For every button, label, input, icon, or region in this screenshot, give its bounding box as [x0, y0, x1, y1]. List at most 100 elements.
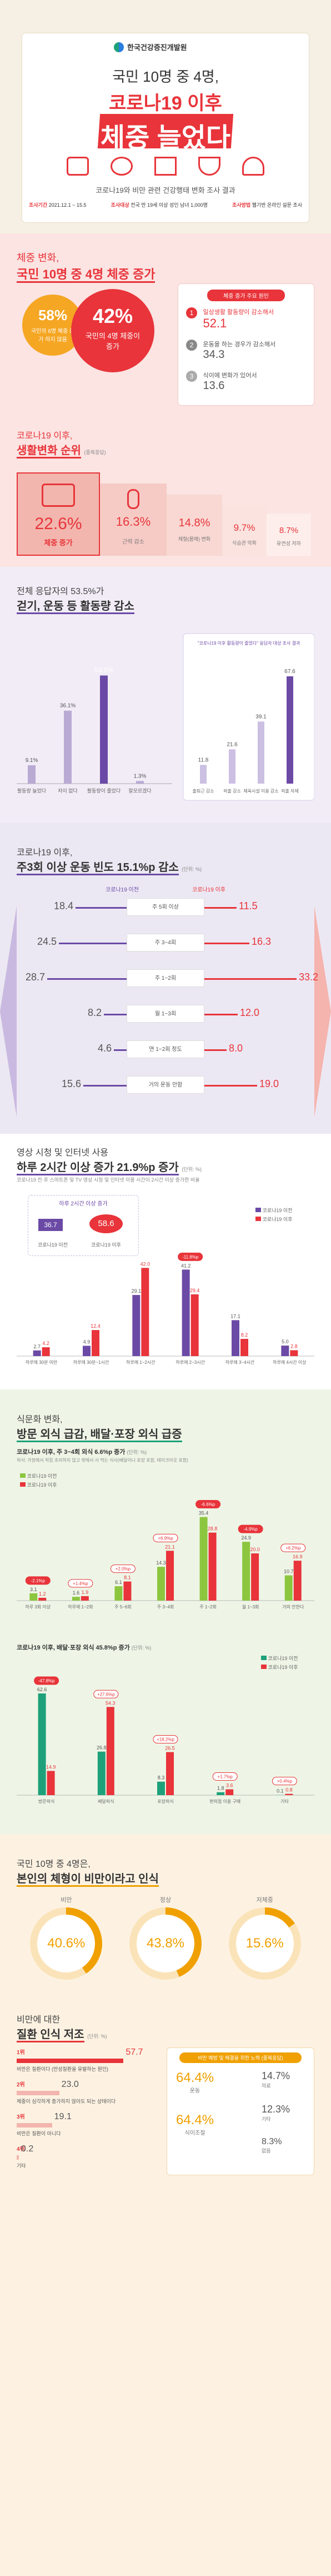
act-sub-val-1: 21.6	[227, 741, 238, 748]
activity-chart: 9.1% 활동량 늘었다 36.1% 차이 없다 53.5% 활동량이 줄었다 1.3% 잘모…	[17, 617, 314, 817]
row-before-bar	[47, 978, 127, 980]
row-before-bar	[114, 1049, 127, 1051]
rank-3-label: 체형(몸매) 변화	[167, 535, 222, 542]
st-val-before-5: 5.0	[282, 1339, 289, 1344]
perception-obese-label: 비만	[30, 1895, 102, 1904]
rank-5: 8.7% 유연성 저하	[267, 514, 311, 556]
rank-1-val: 22.6%	[18, 515, 99, 534]
s8-big-heading: 질환 인식 저조 (단위: %)	[17, 2025, 107, 2041]
reason-1-rank: 1	[186, 307, 197, 318]
row-before-bar	[104, 1014, 127, 1015]
aw-val: 23.0	[62, 2080, 79, 2090]
st-val-after-2: 42.0	[141, 1261, 151, 1267]
effort-box: 비만 예방 및 해결을 위한 노력 (중복응답) 64.4% 운동 14.7% 의료…	[167, 2047, 314, 2175]
perception-normal-val: 43.8%	[147, 1936, 184, 1951]
food-icon	[198, 157, 220, 176]
row-before-bar	[83, 1085, 127, 1087]
perception-normal-ring: 43.8%	[129, 1907, 202, 1980]
act-sub-label-1: 외출 감소	[223, 788, 241, 794]
reason-title: 체중 증가 주요 원인	[207, 290, 285, 301]
st-label-0: 하루에 30분 미만	[26, 1359, 58, 1365]
row-after-bar	[204, 943, 249, 944]
et-val-after-3: 3.6	[226, 1782, 233, 1788]
ef-bar-after-1	[81, 1596, 89, 1601]
et-label-4: 기타	[280, 1799, 289, 1804]
effort-5: 8.3% 없음	[262, 2137, 282, 2154]
row-after-bar	[204, 907, 237, 909]
s3-small-heading: 전체 응답자의 53.5%가	[17, 584, 104, 597]
row-label: 연 1~2회 정도	[127, 1040, 204, 1058]
st-bar-before-1	[83, 1346, 91, 1356]
ef-diff-5: -4.9%p	[243, 1527, 258, 1532]
et-diff-1: +27.6%p	[97, 1692, 115, 1697]
aw-rank: 2위	[17, 2080, 25, 2088]
aw-val: 19.1	[54, 2112, 72, 2122]
ef-diff-6: +6.2%p	[285, 1546, 301, 1551]
act-val-2: 53.5%	[94, 666, 113, 674]
ef-bar-after-4	[209, 1533, 217, 1601]
reason-1: 1 일상생활 활동량이 감소해서 52.1	[186, 307, 307, 331]
row-after-val: 8.0	[229, 1043, 262, 1054]
aw-val: 0.2	[21, 2144, 33, 2154]
ef-val-after-6: 16.9	[293, 1554, 303, 1559]
disease-awareness-section: 비만에 대한 질환 인식 저조 (단위: %) 1위 57.7 비만은 질환이다 (…	[0, 2001, 331, 2576]
exercise-row: 24.5 주 3~4회 16.3	[22, 931, 309, 959]
reason-2-val: 34.3	[203, 348, 275, 361]
body-perception-section: 국민 10명 중 4명은, 본인의 체형이 비만이라고 인식 비만 40.6% …	[0, 1834, 331, 2001]
perception-items: 비만 40.6% 정상 43.8% 저체중 15.6%	[17, 1895, 314, 1980]
ef-label-4: 주 1~2회	[199, 1605, 217, 1610]
row-after-bar	[204, 978, 297, 980]
et-bar-before-0	[38, 1693, 46, 1795]
perception-under: 저체중 15.6%	[229, 1895, 301, 1980]
et-label-3: 편의점 이용 구매	[209, 1798, 240, 1804]
aw-val: 57.7	[126, 2047, 143, 2057]
st-label-2: 하루에 1~2시간	[126, 1359, 156, 1365]
ef-bar-before-1	[72, 1597, 80, 1601]
ef-val-before-2: 6.1	[115, 1580, 122, 1585]
row-after-val: 12.0	[240, 1007, 273, 1019]
tv-icon	[154, 157, 177, 176]
s1-big-heading: 국민 10명 중 4명 체중 증가	[17, 265, 155, 282]
s5-big-heading: 하루 2시간 이상 증가 21.9%p 증가 (단위: %)	[17, 1158, 202, 1174]
st-bar-after-3	[191, 1294, 199, 1356]
et-val-before-3: 1.8	[217, 1786, 224, 1791]
s7-big-heading: 본인의 체형이 비만이라고 인식	[17, 1870, 159, 1886]
exercise-row: 8.2 월 1~3회 12.0	[22, 1003, 309, 1030]
ef-val-after-0: 1.2	[39, 1591, 46, 1597]
screen-time-chart: 2.74.2 하루에 30분 미만 4.9 12.4 하루에 30분~1시간 29.1 42…	[17, 1217, 314, 1384]
ef-val-before-6: 10.7	[284, 1569, 294, 1575]
ef-diff-1: +1.4%p	[73, 1581, 88, 1586]
et-val-before-4: 0.1	[277, 1788, 284, 1794]
exercise-rows: 18.4 주 5회 이상 11.5 24.5 주 3~4회 16.3 28.7 주 1~2회 3…	[22, 896, 309, 1118]
et-val-before-0: 62.6	[37, 1687, 47, 1692]
act-val-0: 9.1%	[26, 758, 38, 764]
st-val-after-3: 29.4	[190, 1288, 200, 1293]
meta-target: 조사대상 전국 만 19세 이상 성인 남녀 1,000명	[111, 201, 208, 208]
aw-bar	[17, 2059, 123, 2063]
ef-bar-before-5	[242, 1542, 250, 1601]
st-val-before-0: 2.7	[33, 1344, 41, 1349]
awareness-row: 3위 19.1 비만은 질환이 아니다	[17, 2112, 156, 2142]
st-val-before-4: 17.1	[230, 1313, 240, 1319]
reason-3-val: 13.6	[203, 380, 257, 392]
act-subtitle: "코로나19 이후 활동량이 줄었다" 응답자 대상 조사 결과	[198, 640, 300, 646]
st-val-after-0: 4.2	[42, 1341, 49, 1346]
ef-diff-4: -6.6%p	[201, 1502, 215, 1507]
et-val-after-0: 14.9	[46, 1764, 56, 1770]
et-bar-after-1	[107, 1707, 114, 1795]
screen-time-section: 영상 시청 및 인터넷 사용 하루 2시간 이상 증가 21.9%p 증가 (단…	[0, 1134, 331, 1389]
aw-bar	[17, 2155, 19, 2160]
header-subtitle: 코로나19와 비만 관련 건강행태 변화 조사 결과	[0, 185, 331, 195]
row-after-val: 19.0	[259, 1078, 293, 1090]
et-bar-after-3	[225, 1789, 233, 1795]
row-before-val: 8.2	[71, 1007, 102, 1019]
s1-small-heading: 체중 변화,	[17, 250, 59, 265]
st-val-before-2: 29.1	[132, 1288, 142, 1294]
reason-2-text: 운동을 하는 경우가 감소해서	[203, 340, 275, 348]
ef-val-after-1: 1.9	[82, 1590, 89, 1595]
rank-1-icon	[42, 484, 75, 507]
arrow-left	[0, 906, 17, 1117]
ef-label-3: 주 3~4회	[157, 1605, 174, 1610]
ef-diff-3: +6.9%p	[158, 1536, 173, 1541]
perception-obese: 비만 40.6%	[30, 1895, 102, 1980]
